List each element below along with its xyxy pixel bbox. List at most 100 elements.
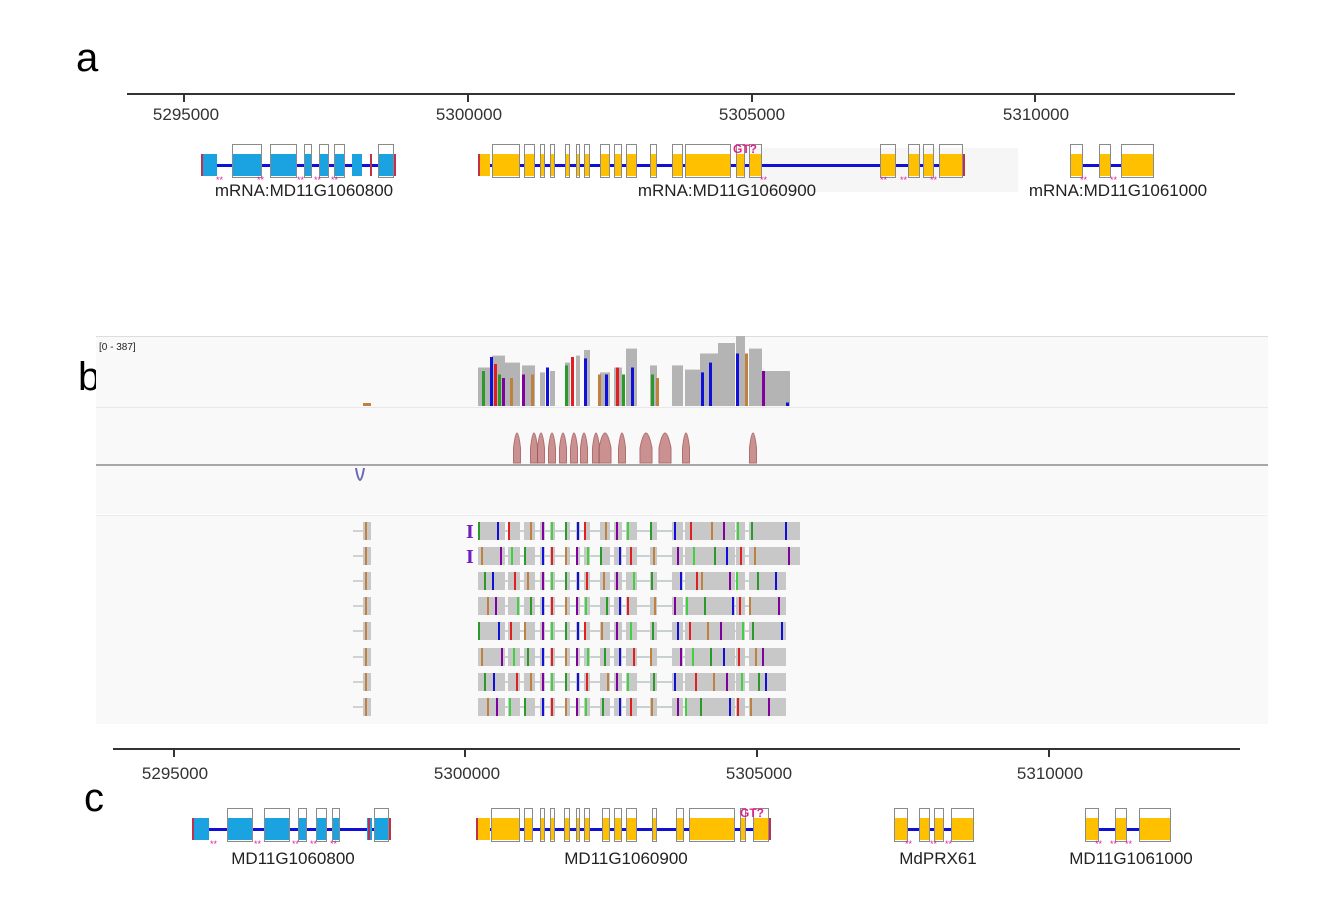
read-block [650,648,657,666]
exon [602,818,610,840]
splice-site-mark [389,818,391,840]
mismatch-mark [677,622,679,640]
mismatch-mark [633,648,635,666]
exon [540,154,545,176]
mismatch-mark [487,597,489,615]
mismatch-mark [707,622,709,640]
read-block [565,622,570,640]
gene-label: MD11G1060900 [564,849,688,868]
exon-outline [316,808,327,842]
exon-outline [524,808,533,842]
axis-tick [751,93,753,102]
splice-star-icon: ** [297,175,305,185]
mismatch-mark [497,522,499,540]
exon-outline [378,144,394,178]
splice-site-mark [368,818,370,840]
mismatch-mark [577,622,579,640]
gene-model[interactable]: ** ** ** ** ** [192,808,391,860]
exon-outline [689,808,735,842]
axis-tick [183,93,185,102]
axis-tick-label: 5300000 [433,764,501,783]
read-block [685,698,700,716]
mismatch-mark [729,698,731,716]
exon [951,818,974,840]
gene-model[interactable]: ** ** ** ** GT? [478,142,965,196]
read-block [718,648,735,666]
gene-model[interactable]: ** ** ** [1085,808,1171,860]
gene-model[interactable]: GT? [476,806,771,860]
read-block [524,622,535,640]
axis-tick-label: 5300000 [435,105,503,124]
mismatch-mark [603,572,605,590]
read-block [492,597,505,615]
mismatch-mark [713,673,715,691]
gene-model[interactable]: ** ** ** ** ** [201,144,396,196]
mismatch-mark [606,597,608,615]
coverage-bar [363,403,371,406]
splice-star-icon: ** [210,839,218,849]
splice-junction-arc [658,432,672,464]
exon [1115,818,1127,840]
read-block [718,522,735,540]
panel-label-a: a [76,36,99,80]
mismatch-mark [726,547,728,565]
read-block [508,622,520,640]
exon [319,154,329,176]
exon [334,154,345,176]
mismatch-mark [365,673,367,691]
read-block [524,547,535,565]
exon [672,154,683,176]
read-block [565,597,570,615]
mismatch-mark [542,547,544,565]
mismatch-mark [551,547,553,565]
exon [192,818,209,840]
mismatch-mark [484,572,486,590]
splice-star-icon: ** [945,839,953,849]
mismatch-mark [726,673,728,691]
junction-track-reverse[interactable] [96,466,1268,514]
gene-model[interactable]: ** ** [1070,144,1154,196]
mismatch-mark [674,673,676,691]
read-block [749,673,762,691]
exon [880,154,896,176]
read-block [614,698,622,716]
mismatch-mark [755,648,757,666]
read-block [650,522,657,540]
gene-label: mRNA:MD11G1060800 [214,181,394,200]
exon [565,154,570,176]
read-block [762,648,786,666]
mismatch-mark [565,522,567,540]
mismatch-mark [585,597,587,615]
read-block [524,698,535,716]
mismatch-mark [365,547,367,565]
insertion-marker: I [466,546,474,568]
mismatch-mark [674,522,676,540]
exon [650,154,657,176]
exon [1099,154,1111,176]
splice-star-icon: ** [1110,839,1118,849]
splice-junction-arc [580,432,588,464]
read-block [700,698,718,716]
mismatch-mark [493,673,495,691]
exon [298,818,307,840]
splice-star-icon: ** [880,175,888,185]
exon-outline [934,808,944,842]
exon-outline [676,808,684,842]
exon-outline [1121,144,1154,178]
mismatch-mark [576,648,578,666]
exon [576,154,580,176]
exon [1070,154,1083,176]
panel-label-c: c [84,776,104,820]
read-block [565,673,570,691]
gene-model[interactable]: ** ** ** [894,808,974,860]
mismatch-mark [514,572,516,590]
mismatch-mark [720,622,722,640]
splice-star-icon: ** [257,175,265,185]
read-block [736,673,745,691]
exon-outline [584,808,590,842]
mismatch-mark [757,572,759,590]
mismatch-mark [710,648,712,666]
read-block [700,522,718,540]
exon-outline [550,808,555,842]
mismatch-mark [765,673,767,691]
